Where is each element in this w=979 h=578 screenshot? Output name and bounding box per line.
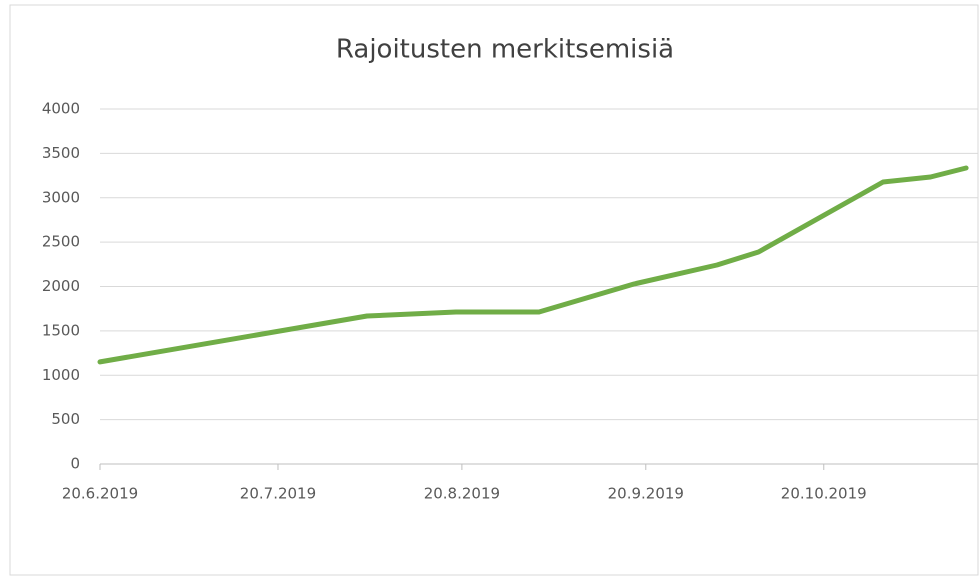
x-tick-label: 20.8.2019 [424, 485, 500, 503]
y-tick-label: 1500 [42, 321, 80, 339]
y-tick-label: 1000 [42, 366, 80, 384]
chart-frame [9, 4, 979, 576]
y-tick-label: 2500 [42, 233, 80, 251]
x-tick-label: 20.10.2019 [781, 485, 867, 503]
y-tick-label: 4000 [42, 100, 80, 118]
y-tick-label: 3500 [42, 144, 80, 162]
chart-title: Rajoitusten merkitsemisiä [336, 35, 674, 65]
y-tick-label: 3000 [42, 188, 80, 206]
x-tick-label: 20.9.2019 [608, 485, 684, 503]
x-tick-label: 20.7.2019 [240, 485, 316, 503]
data-line [97, 165, 969, 365]
y-tick-label: 0 [70, 455, 80, 473]
x-tick-label: 20.6.2019 [62, 485, 138, 503]
y-tick-label: 2000 [42, 277, 80, 295]
y-tick-label: 500 [51, 410, 80, 428]
